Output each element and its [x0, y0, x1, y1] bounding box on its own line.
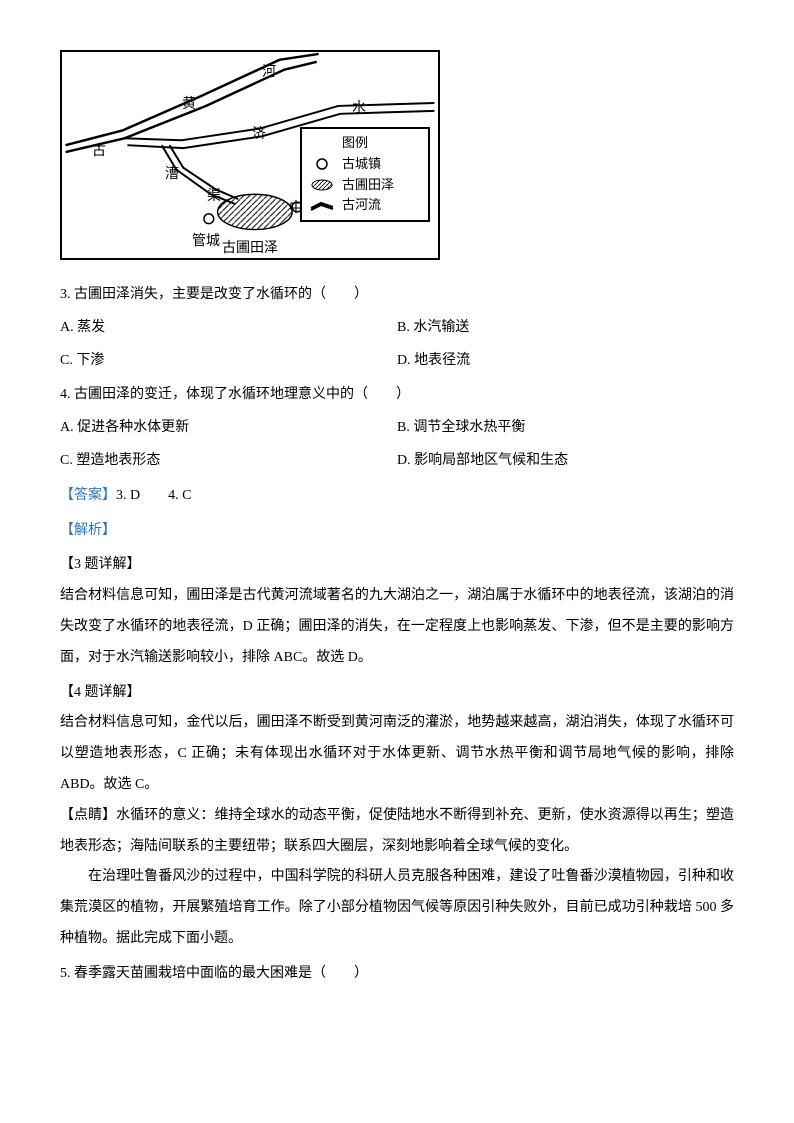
- label-gu: 古: [92, 137, 106, 168]
- legend-town: 古城镇: [342, 154, 381, 175]
- label-shui: 水: [352, 94, 366, 125]
- legend-title: 图例: [342, 133, 368, 154]
- q4-optA: A. 促进各种水体更新: [60, 413, 397, 444]
- q3-detail-header: 【3 题详解】: [60, 550, 734, 581]
- label-qu: 渠: [207, 182, 221, 213]
- q3-optB: B. 水汽输送: [397, 313, 734, 344]
- analysis-label: 【解析】: [60, 516, 734, 547]
- map-diagram: 古 黄 河 济 水 漕 渠 管城 中牟 古圃田泽 图例 古城镇 古圃田泽: [60, 50, 440, 260]
- legend-lake-icon: [308, 178, 336, 192]
- label-he: 河: [262, 58, 276, 89]
- legend-lake: 古圃田泽: [342, 175, 394, 196]
- q4-text: 4. 古圃田泽的变迁，体现了水循环地理意义中的（ ）: [60, 380, 734, 411]
- q3-detail-text: 结合材料信息可知，圃田泽是古代黄河流域著名的九大湖泊之一，湖泊属于水循环中的地表…: [60, 581, 734, 673]
- q3-optA: A. 蒸发: [60, 313, 397, 344]
- q4-optD: D. 影响局部地区气候和生态: [397, 446, 734, 477]
- legend-town-icon: [308, 157, 336, 171]
- q4-optB: B. 调节全球水热平衡: [397, 413, 734, 444]
- label-huang: 黄: [182, 90, 196, 121]
- q5-text: 5. 春季露天苗圃栽培中面临的最大困难是（ ）: [60, 959, 734, 990]
- label-cao: 漕: [165, 160, 179, 191]
- q3-optC: C. 下渗: [60, 346, 397, 377]
- label-ji: 济: [252, 120, 266, 151]
- answer-line: 【答案】3. D 4. C: [60, 481, 734, 512]
- tip-text: 【点睛】水循环的意义：维持全球水的动态平衡，促使陆地水不断得到补充、更新，使水资…: [60, 801, 734, 863]
- legend-river: 古河流: [342, 195, 381, 216]
- label-guancheng: 管城: [192, 227, 220, 258]
- q4-detail-header: 【4 题详解】: [60, 678, 734, 709]
- answer-label: 【答案】: [60, 488, 116, 503]
- intro-text: 在治理吐鲁番风沙的过程中，中国科学院的科研人员克服各种困难，建设了吐鲁番沙漠植物…: [60, 862, 734, 954]
- q4-optC: C. 塑造地表形态: [60, 446, 397, 477]
- q3-text: 3. 古圃田泽消失，主要是改变了水循环的（ ）: [60, 280, 734, 311]
- q3-optD: D. 地表径流: [397, 346, 734, 377]
- q4-detail-text: 结合材料信息可知，金代以后，圃田泽不断受到黄河南泛的灌淤，地势越来越高，湖泊消失…: [60, 708, 734, 800]
- answer-text: 3. D 4. C: [116, 488, 191, 503]
- label-putianzhe: 古圃田泽: [222, 234, 278, 265]
- legend-box: 图例 古城镇 古圃田泽 古河流: [300, 127, 430, 222]
- legend-river-icon: [308, 199, 336, 213]
